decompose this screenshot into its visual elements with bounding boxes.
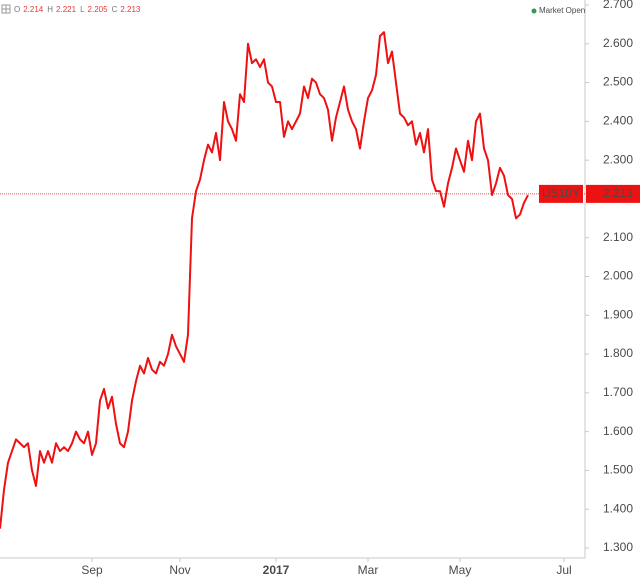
y-tick-label: 2.100: [603, 230, 633, 244]
y-tick-label: 2.000: [603, 269, 633, 283]
ohlc-value: 2.221: [56, 5, 77, 14]
last-price-box: [586, 184, 640, 203]
symbol-box: [539, 184, 583, 203]
y-tick-label: 1.900: [603, 307, 633, 321]
y-tick-label: 1.800: [603, 346, 633, 360]
x-tick-label: Sep: [81, 563, 103, 577]
ohlc-label: O: [14, 5, 20, 14]
symbol-label: US10Y: [542, 186, 580, 200]
last-price-label: 2.213: [603, 186, 633, 200]
ohlc-legend: O 2.214 H 2.221 L 2.205 C 2.213: [14, 5, 141, 14]
x-tick-label: 2017: [263, 563, 290, 577]
y-tick-label: 1.700: [603, 385, 633, 399]
ohlc-label: C: [112, 5, 118, 14]
y-tick-label: 1.500: [603, 463, 633, 477]
ohlc-label: L: [80, 5, 85, 14]
y-tick-label: 1.600: [603, 424, 633, 438]
x-tick-label: Mar: [358, 563, 379, 577]
status-dot: [531, 8, 537, 14]
y-tick-label: 1.300: [603, 540, 633, 554]
x-tick-label: Jul: [556, 563, 571, 577]
x-tick-label: May: [449, 563, 472, 577]
ohlc-value: 2.214: [23, 5, 44, 14]
y-tick-label: 2.700: [603, 0, 633, 11]
y-tick-label: 2.400: [603, 114, 633, 128]
y-tick-label: 2.300: [603, 152, 633, 166]
ohlc-value: 2.213: [120, 5, 141, 14]
market-status: Market Open: [539, 6, 585, 15]
y-tick-label: 1.400: [603, 501, 633, 515]
x-tick-label: Nov: [169, 563, 190, 577]
line: [0, 31, 529, 529]
y-tick-label: 2.600: [603, 36, 633, 50]
ohlc-label: H: [47, 5, 53, 14]
y-tick-label: 2.500: [603, 75, 633, 89]
ohlc-value: 2.205: [88, 5, 109, 14]
